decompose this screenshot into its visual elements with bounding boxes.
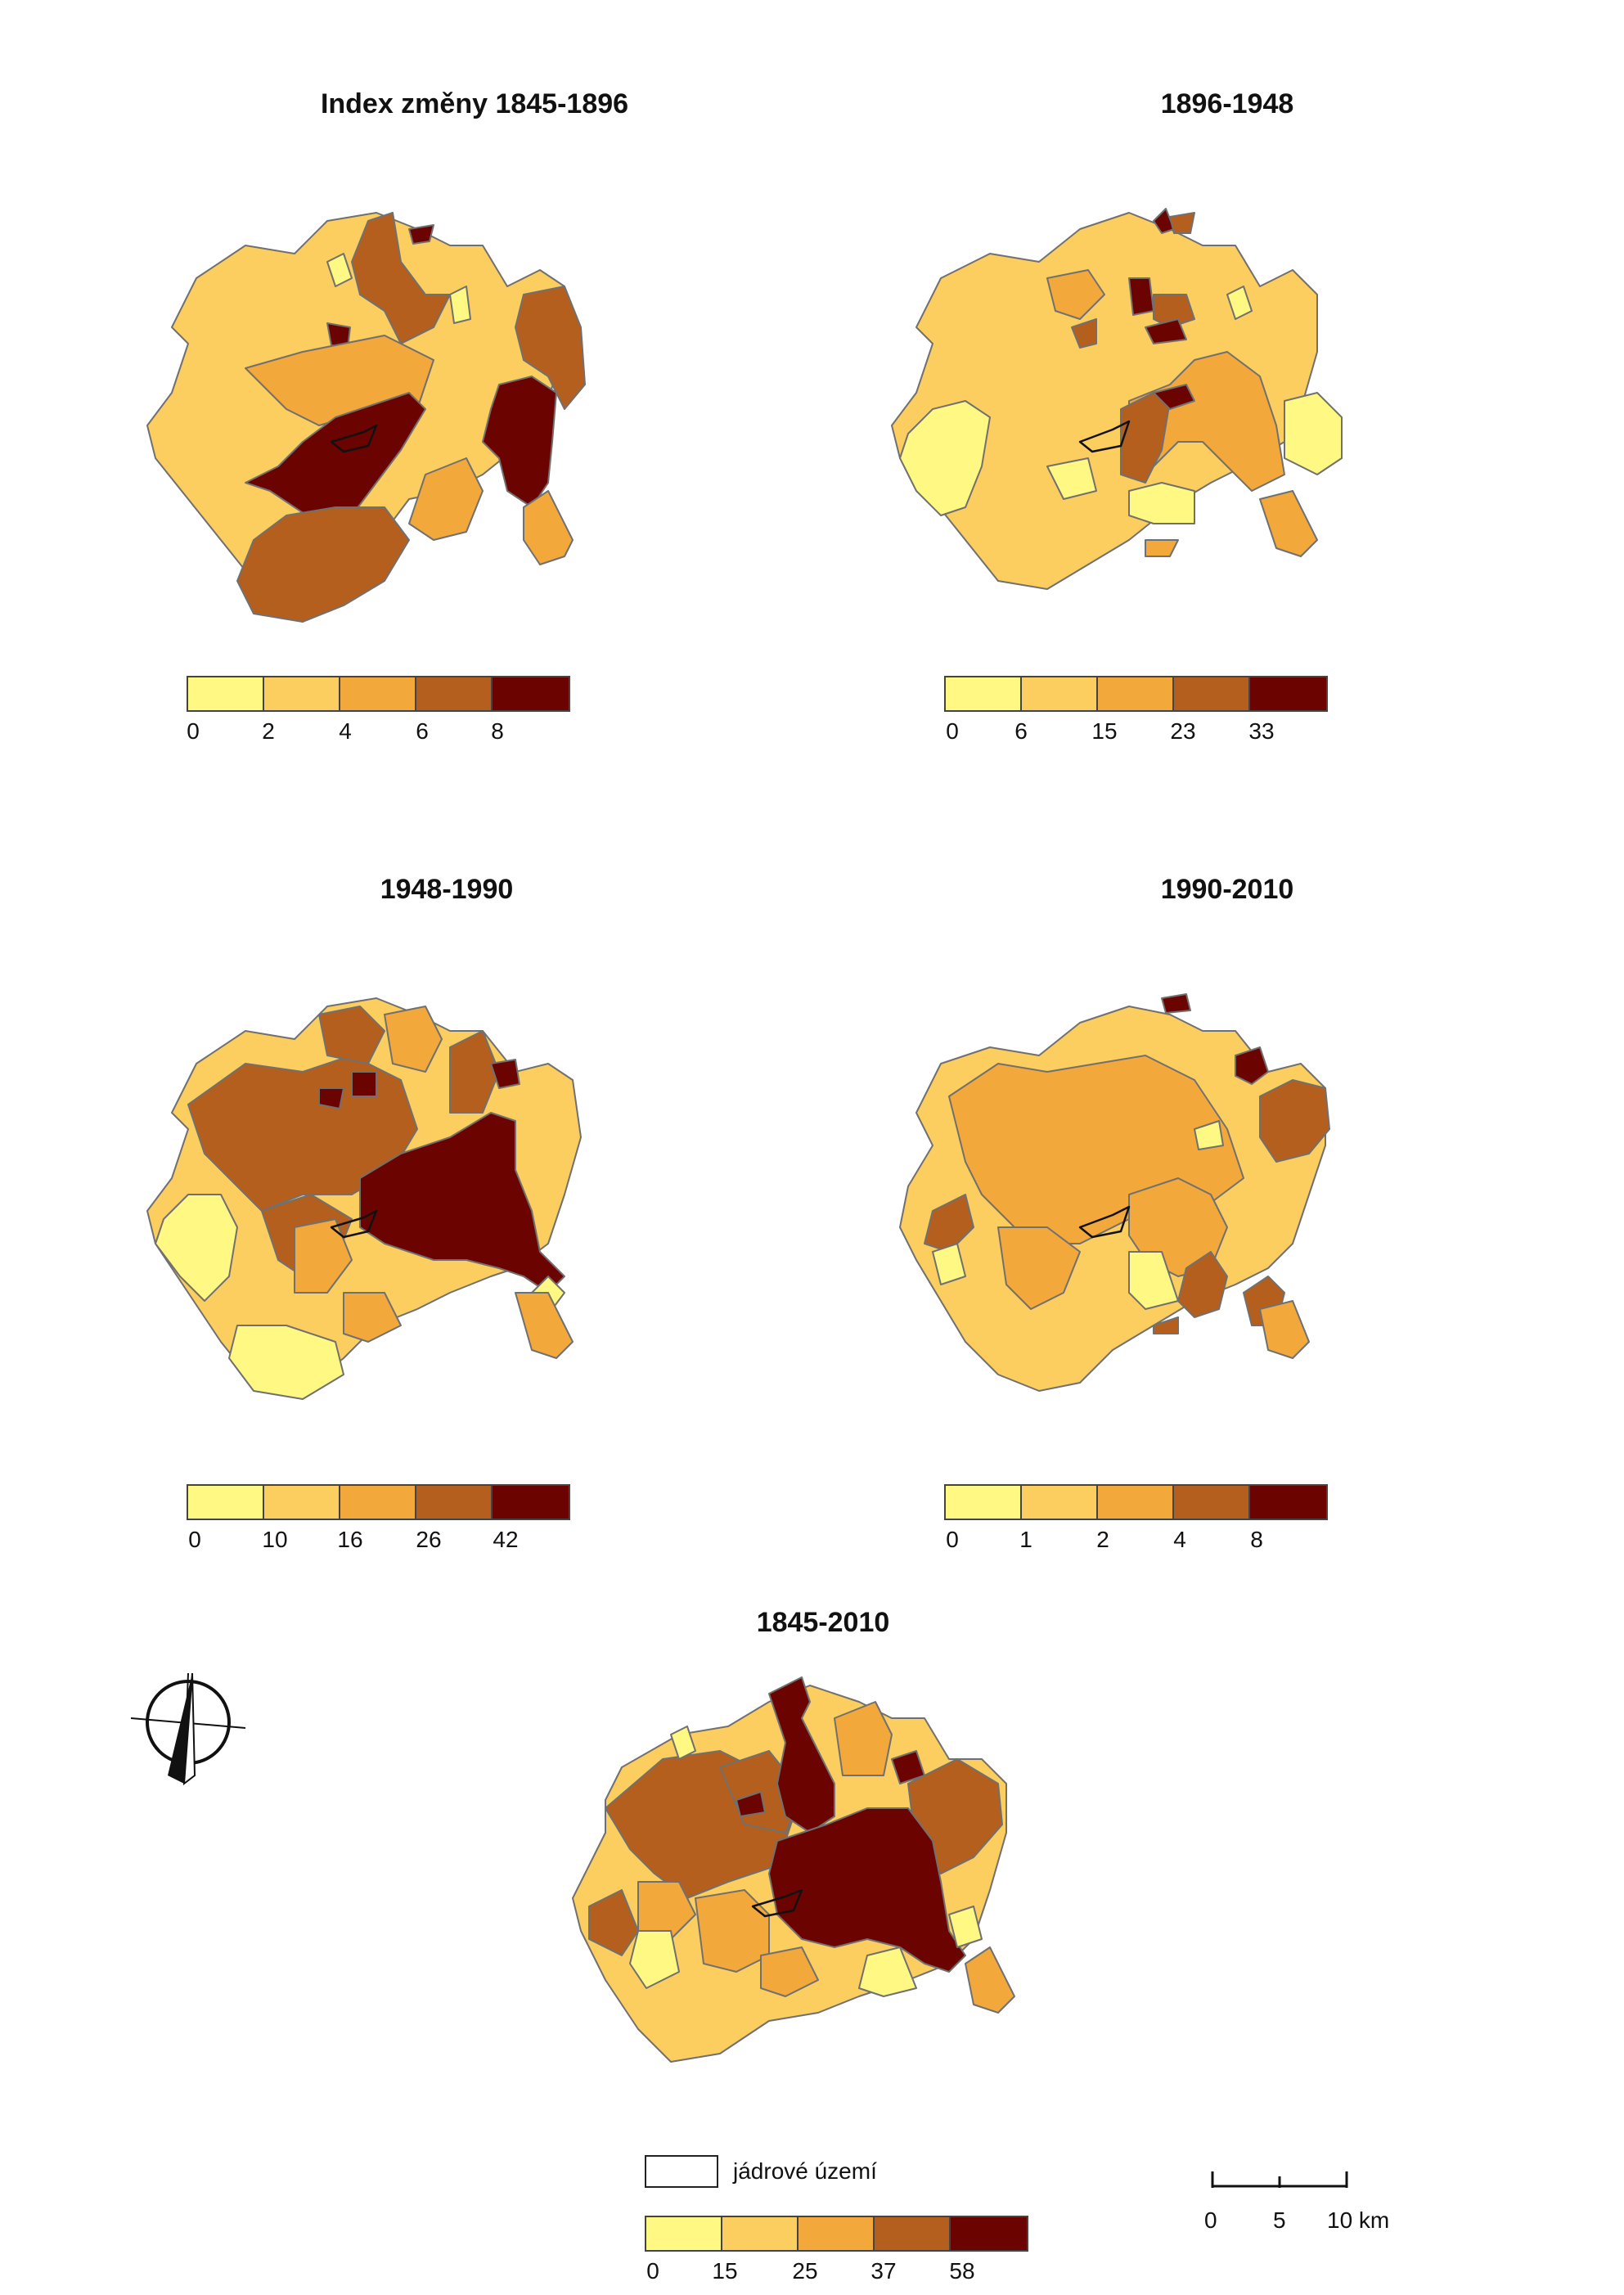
- legend-swatch-3: [340, 677, 416, 710]
- scale-bar-graphic: [1211, 2171, 1348, 2188]
- legend-4: 0 1 2 4 8: [944, 1484, 1328, 1553]
- legend-tick: 33: [1248, 718, 1275, 744]
- legend-tick: 0: [946, 718, 959, 744]
- legend-tick: 25: [792, 2258, 818, 2284]
- legend-tick: 0: [946, 1527, 959, 1552]
- choropleth-map-1948-1990: [146, 997, 582, 1400]
- legend-bar: [944, 676, 1328, 712]
- legend-ticks: 0 6 15 23 33: [944, 712, 1328, 745]
- legend-swatch-4: [1174, 1486, 1250, 1519]
- legend-tick: 0: [187, 718, 200, 744]
- scale-bar: 0 5 10 km: [1203, 2168, 1407, 2242]
- legend-swatch-4: [416, 677, 493, 710]
- legend-tick: 0: [188, 1527, 201, 1552]
- legend-bar: [187, 1484, 570, 1520]
- legend-tick: 4: [339, 718, 352, 744]
- panel-title-4: 1990-2010: [1160, 874, 1294, 905]
- legend-swatch-3: [1098, 1486, 1174, 1519]
- legend-tick: 6: [416, 718, 429, 744]
- legend-tick: 2: [262, 718, 275, 744]
- legend-swatch-4: [416, 1486, 493, 1519]
- legend-swatch-2: [264, 677, 340, 710]
- legend-tick: 42: [493, 1527, 519, 1552]
- legend-tick: 15: [1091, 718, 1118, 744]
- legend-tick: 10: [262, 1527, 288, 1552]
- legend-ticks: 0 10 16 26 42: [187, 1520, 570, 1553]
- legend-tick: 1: [1019, 1527, 1032, 1552]
- panel-title-5: 1845-2010: [756, 1607, 890, 1638]
- legend-tick: 8: [491, 718, 504, 744]
- legend-1: 0 2 4 6 8: [187, 676, 570, 745]
- legend-swatch-4: [1174, 677, 1250, 710]
- legend-swatch-5: [1250, 677, 1326, 710]
- legend-tick: 8: [1250, 1527, 1263, 1552]
- legend-swatch-3: [1098, 677, 1174, 710]
- legend-tick: 0: [646, 2258, 659, 2284]
- scale-label-0: 0: [1204, 2207, 1217, 2233]
- legend-bar: [944, 1484, 1328, 1520]
- panel-title-2: 1896-1948: [1160, 88, 1294, 119]
- legend-swatch-1: [946, 677, 1022, 710]
- legend-tick: 4: [1173, 1527, 1186, 1552]
- choropleth-map-1990-2010: [899, 993, 1330, 1392]
- legend-ticks: 0 15 25 37 58: [645, 2252, 1028, 2284]
- panel-title-3: 1948-1990: [380, 874, 514, 905]
- legend-swatch-2: [264, 1486, 340, 1519]
- legend-tick: 37: [870, 2258, 897, 2284]
- choropleth-map-1896-1948: [891, 208, 1343, 590]
- legend-swatch-5: [951, 2217, 1027, 2250]
- legend-swatch-5: [493, 677, 569, 710]
- legend-swatch-2: [1022, 1486, 1098, 1519]
- legend-swatch-3: [799, 2217, 875, 2250]
- legend-swatch-1: [188, 1486, 264, 1519]
- legend-5: 0 15 25 37 58: [645, 2216, 1028, 2284]
- legend-bar: [187, 676, 570, 712]
- legend-ticks: 0 2 4 6 8: [187, 712, 570, 745]
- legend-tick: 58: [949, 2258, 975, 2284]
- scale-label-10km: 10 km: [1327, 2207, 1390, 2233]
- legend-tick: 6: [1014, 718, 1028, 744]
- legend-tick: 26: [416, 1527, 442, 1552]
- legend-swatch-1: [188, 677, 264, 710]
- legend-tick: 2: [1096, 1527, 1109, 1552]
- legend-swatch-1: [646, 2217, 722, 2250]
- legend-swatch-5: [493, 1486, 569, 1519]
- core-area-swatch: [645, 2155, 718, 2188]
- legend-swatch-3: [340, 1486, 416, 1519]
- north-arrow-icon: [130, 1672, 246, 1786]
- legend-tick: 16: [337, 1527, 363, 1552]
- panel-title-1: Index změny 1845-1896: [320, 88, 629, 119]
- legend-swatch-4: [875, 2217, 951, 2250]
- scale-label-5: 5: [1273, 2207, 1286, 2233]
- core-area-label: jádrové území: [733, 2158, 877, 2184]
- legend-tick: 15: [712, 2258, 738, 2284]
- legend-bar: [645, 2216, 1028, 2252]
- legend-tick: 23: [1170, 718, 1196, 744]
- legend-3: 0 10 16 26 42: [187, 1484, 570, 1553]
- legend-ticks: 0 1 2 4 8: [944, 1520, 1328, 1553]
- legend-swatch-1: [946, 1486, 1022, 1519]
- legend-swatch-2: [1022, 677, 1098, 710]
- choropleth-map-1845-2010: [572, 1676, 1015, 2063]
- legend-2: 0 6 15 23 33: [944, 676, 1328, 745]
- choropleth-map-1845-1896: [146, 212, 586, 623]
- legend-swatch-2: [722, 2217, 799, 2250]
- legend-swatch-5: [1250, 1486, 1326, 1519]
- core-area-legend: jádrové území: [645, 2155, 877, 2188]
